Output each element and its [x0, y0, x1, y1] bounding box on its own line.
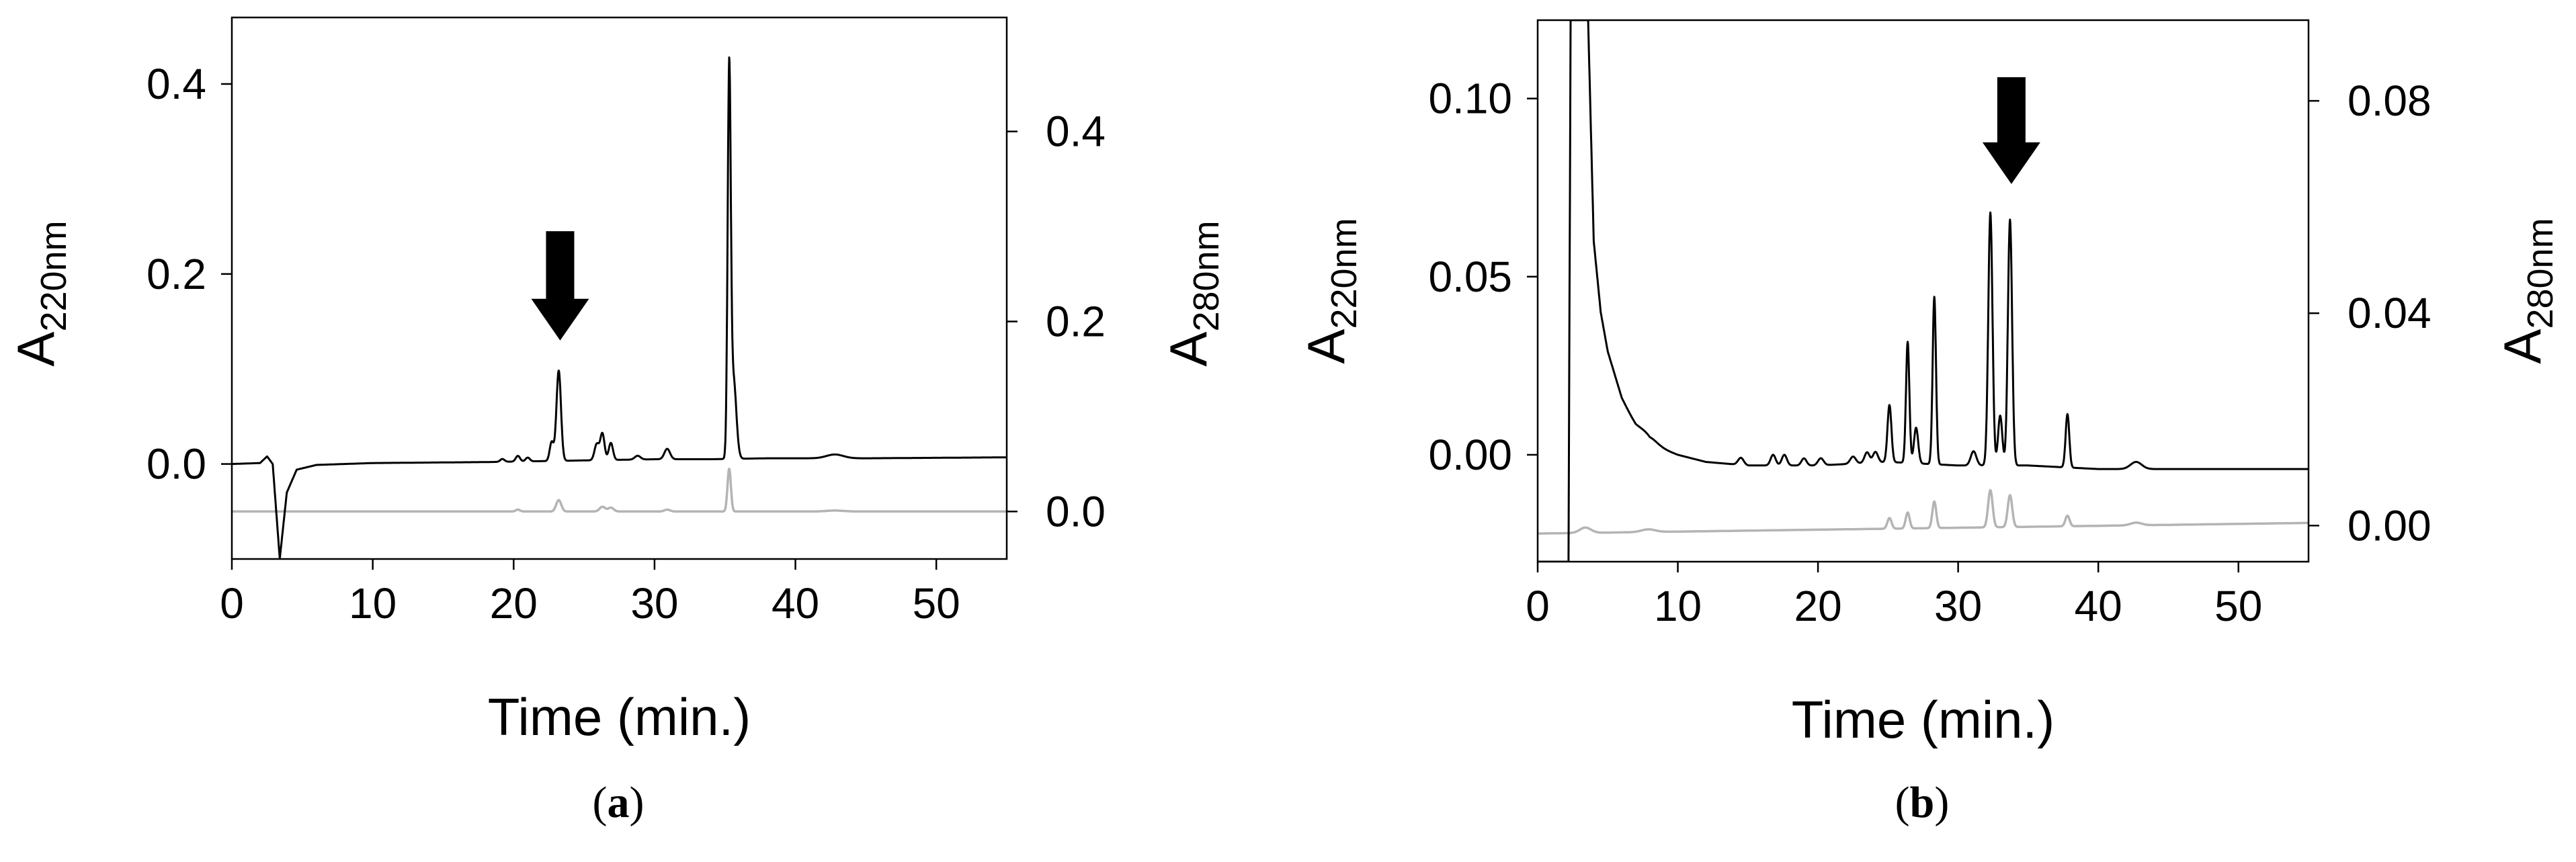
caption-paren-open: (	[1895, 778, 1910, 827]
y-left-tick-label: 0.4	[147, 60, 206, 108]
x-axis-label: Time (min.)	[488, 687, 751, 746]
a220-trace	[232, 56, 1007, 559]
y-left-axis-label: A220nm	[1296, 218, 1364, 363]
y-right-axis-label-main: A	[1159, 332, 1218, 367]
y-left-axis-label-main: A	[6, 332, 65, 367]
x-tick-label: 0	[1526, 582, 1550, 630]
y-right-axis-label: A280nm	[2493, 218, 2561, 363]
y-left-tick-label: 0.10	[1428, 75, 1512, 123]
traces	[1538, 20, 2309, 562]
y-right-tick-label: 0.4	[1046, 107, 1106, 156]
traces	[232, 56, 1007, 559]
y-left-tick-label: 0.0	[147, 440, 206, 488]
x-tick-label: 30	[630, 579, 678, 628]
x-tick-label: 20	[1794, 582, 1841, 630]
caption-letter: b	[1910, 778, 1935, 827]
panel-caption: (a)	[593, 778, 645, 827]
x-tick-label: 40	[772, 579, 819, 628]
chart-panel-b: 0 10 20 30 40 50 0.00 0.05 0.10 0.00 0.04 0.08 Time …	[1296, 19, 2561, 827]
x-tick-label: 50	[2214, 582, 2262, 630]
x-tick-label: 10	[1654, 582, 1702, 630]
y-right-axis-label-sub: 280nm	[2520, 218, 2561, 329]
x-tick-label: 50	[913, 579, 960, 628]
caption-letter: a	[608, 778, 630, 827]
a220-trace	[1538, 20, 2309, 562]
y-left-axis-label-sub: 220nm	[34, 220, 74, 331]
y-left-tick-label: 0.00	[1428, 431, 1512, 479]
y-right-axis-label-main: A	[2493, 329, 2552, 364]
a280-trace	[1538, 488, 2309, 535]
y-right-tick-label: 0.00	[2348, 501, 2432, 550]
y-right-tick-label: 0.04	[2348, 289, 2432, 337]
plot-frame	[231, 16, 1008, 560]
caption-paren-open: (	[593, 778, 608, 827]
y-right-tick-label: 0.08	[2348, 77, 2432, 125]
x-tick-label: 10	[349, 579, 397, 628]
y-left-axis-label-main: A	[1296, 329, 1356, 364]
y-left-axis-label-sub: 220nm	[1324, 218, 1364, 329]
peak-arrow-icon	[531, 231, 589, 341]
y-left-tick-label: 0.2	[147, 250, 206, 298]
chart-panel-a: 0 10 20 30 40 50 0.0 0.2 0.4 0.0 0.2 0.4 Time (min.)…	[6, 16, 1227, 827]
y-right-axis-label: A280nm	[1159, 220, 1227, 366]
x-tick-label: 40	[2075, 582, 2122, 630]
y-left-axis-label: A220nm	[6, 220, 74, 366]
y-right-axis-label-sub: 280nm	[1186, 220, 1227, 331]
caption-paren-close: )	[1934, 778, 1949, 827]
a280-trace	[232, 467, 1007, 513]
x-tick-label: 20	[490, 579, 538, 628]
y-right-tick-label: 0.2	[1046, 297, 1106, 345]
panel-caption: (b)	[1895, 778, 1950, 827]
caption-paren-close: )	[630, 778, 645, 827]
y-left-tick-label: 0.05	[1428, 253, 1512, 301]
plot-frame	[1536, 19, 2310, 563]
x-axis-label: Time (min.)	[1792, 690, 2054, 749]
x-tick-label: 0	[220, 579, 244, 628]
x-tick-label: 30	[1934, 582, 1982, 630]
peak-arrow-icon	[1982, 77, 2040, 184]
y-right-tick-label: 0.0	[1046, 487, 1106, 535]
